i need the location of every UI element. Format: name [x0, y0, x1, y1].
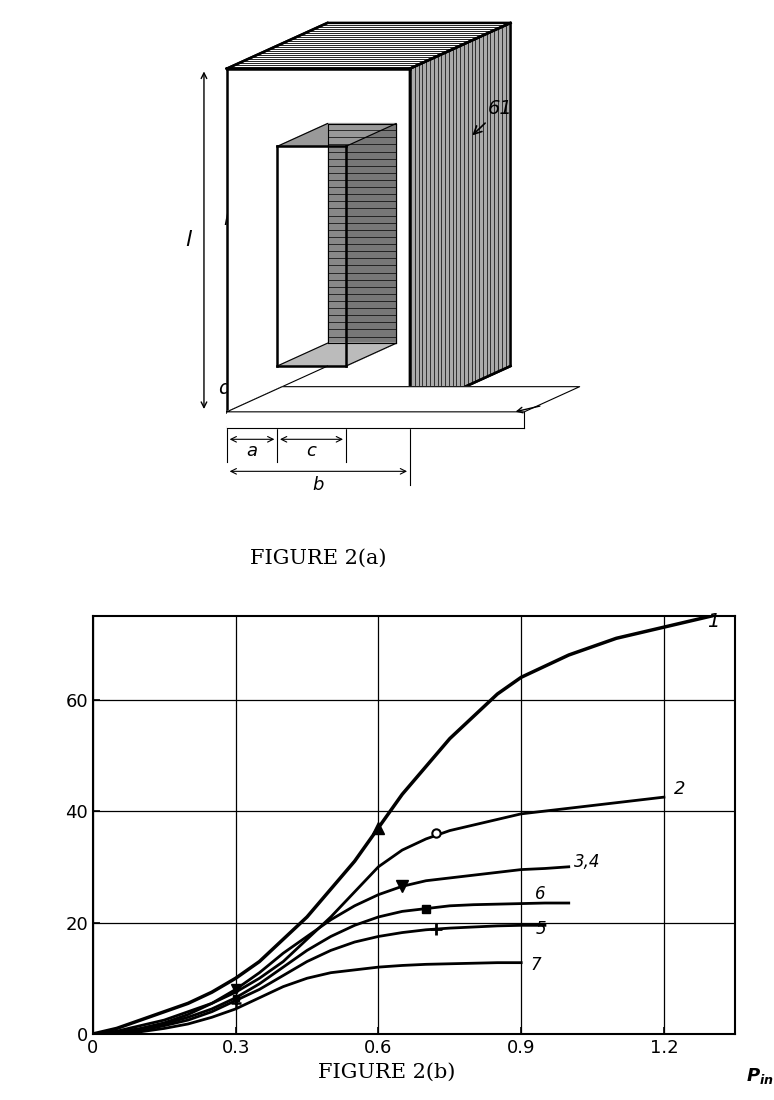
Text: 2: 2	[673, 780, 685, 799]
Polygon shape	[277, 123, 396, 146]
Polygon shape	[227, 23, 511, 68]
Text: h: h	[223, 210, 235, 229]
Text: 5: 5	[536, 920, 546, 937]
Polygon shape	[327, 123, 396, 343]
Text: 1: 1	[707, 612, 719, 631]
Text: 61: 61	[474, 99, 512, 134]
Text: b: b	[313, 476, 324, 494]
Text: 6: 6	[536, 886, 546, 903]
Polygon shape	[346, 123, 396, 366]
Text: d: d	[218, 379, 231, 398]
Polygon shape	[410, 23, 511, 411]
Polygon shape	[227, 411, 524, 428]
Polygon shape	[277, 343, 396, 366]
Text: $\bfit{P}_{in}$ , $\bfit{kW}$: $\bfit{P}_{in}$ , $\bfit{kW}$	[746, 1065, 774, 1087]
Polygon shape	[227, 68, 410, 411]
Text: FIGURE 2(b): FIGURE 2(b)	[318, 1063, 456, 1082]
Text: a: a	[246, 442, 258, 460]
Text: FIGURE 2(a): FIGURE 2(a)	[250, 549, 386, 568]
Text: l: l	[185, 230, 191, 250]
Polygon shape	[227, 387, 580, 411]
Text: 3,4: 3,4	[574, 852, 600, 871]
Text: c: c	[307, 442, 317, 460]
Text: 7: 7	[531, 956, 541, 974]
